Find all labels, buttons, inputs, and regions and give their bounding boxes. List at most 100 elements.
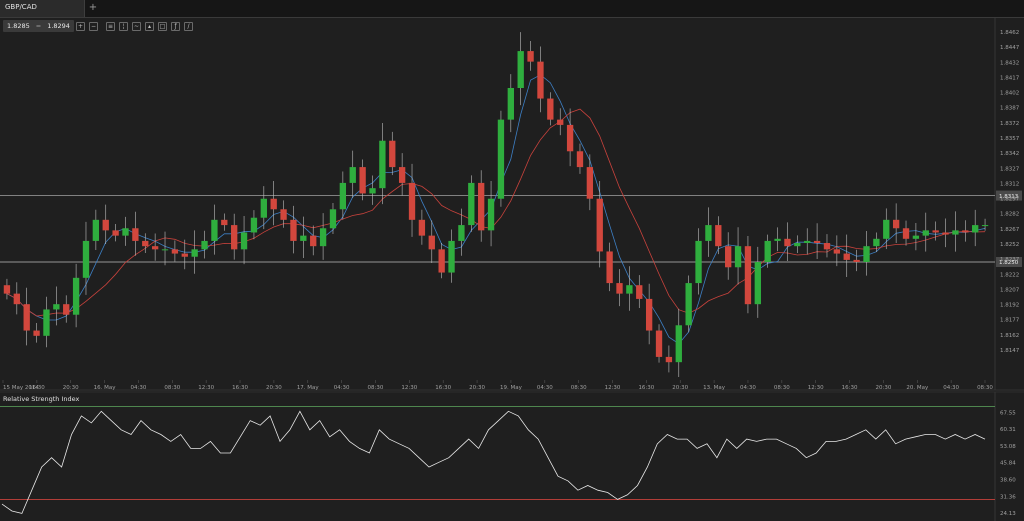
candle-body: [369, 188, 376, 194]
time-tick-label: 04:30: [537, 385, 553, 391]
candle-body: [645, 298, 653, 331]
horizontal-lines: 1.8313 1.8250: [0, 190, 1022, 267]
ma-slow-line: [6, 108, 986, 317]
candle-body: [122, 228, 129, 236]
line-icon[interactable]: ~: [132, 22, 141, 31]
time-tick-label: 08:30: [164, 385, 180, 391]
candle-body: [329, 209, 337, 229]
time-tick-label: 20:30: [266, 385, 282, 391]
candle-body: [23, 304, 30, 331]
candle-body: [142, 240, 149, 247]
candle-body: [438, 249, 445, 273]
candle-body: [260, 198, 267, 218]
candle-body: [53, 304, 60, 310]
candle-body: [833, 249, 841, 254]
price-tick-label: 1.8357: [1000, 136, 1020, 142]
candle-body: [576, 151, 584, 168]
time-tick-label: 16:30: [435, 385, 451, 391]
candle-body: [250, 217, 258, 233]
time-tick-label: 20:30: [875, 385, 891, 391]
price-level-label: 1.8313: [999, 194, 1019, 200]
time-tick-label: 08:30: [774, 385, 790, 391]
candle-body: [695, 240, 702, 284]
add-tab-button[interactable]: +: [88, 2, 98, 13]
price-tick-label: 1.8312: [1000, 181, 1019, 187]
candle-body: [725, 246, 732, 268]
time-tick-label: 08:30: [368, 385, 384, 391]
tab-gbpcad[interactable]: GBP/CAD: [0, 0, 85, 17]
price-tick-label: 1.8297: [1000, 197, 1020, 203]
rsi-tick-label: 38.60: [1000, 477, 1016, 483]
candles-icon[interactable]: ¦: [119, 22, 128, 31]
rsi-tick-label: 45.84: [1000, 461, 1016, 467]
price-tick-label: 1.8207: [1000, 287, 1020, 293]
price-level-badge: [996, 190, 1022, 201]
price-tick-label: 1.8447: [1000, 45, 1020, 51]
candle-body: [754, 262, 761, 305]
candle-body: [478, 182, 485, 231]
candle-body: [389, 140, 396, 168]
candle-body: [616, 283, 623, 294]
candle-body: [715, 225, 722, 247]
indicators-icon[interactable]: ƒ: [171, 22, 180, 31]
candle-body: [517, 51, 524, 88]
drawing-icon[interactable]: /: [184, 22, 193, 31]
price-tick-label: 1.8342: [1000, 151, 1019, 157]
price-tick-label: 1.8402: [1000, 91, 1019, 97]
rsi-panel: Relative Strength Index 67.55 60.31 53.08 4…: [0, 395, 1016, 517]
candle-body: [922, 230, 929, 236]
candle-body: [705, 225, 712, 241]
price-tick-label: 1.8177: [1000, 318, 1020, 324]
candle-body: [132, 228, 139, 241]
candle-body: [547, 98, 554, 120]
area-icon[interactable]: ▴: [145, 22, 154, 31]
candle-body: [843, 253, 850, 260]
candle-body: [566, 124, 574, 152]
chart-toolbar: 1.8285 = 1.8294 + − ≡ ¦ ~ ▴ □ ƒ /: [0, 18, 990, 36]
candle-body: [912, 235, 920, 239]
zoom-in-icon[interactable]: +: [76, 22, 85, 31]
candle-body: [932, 230, 939, 233]
candle-body: [804, 240, 811, 244]
price-level-badge: [996, 257, 1022, 267]
candles: [3, 32, 989, 377]
price-tick-label: 1.8237: [1000, 257, 1020, 263]
candle-body: [72, 277, 80, 315]
price-tick-label: 1.8372: [1000, 121, 1019, 127]
candle-body: [942, 232, 949, 235]
candle-body: [33, 330, 40, 336]
candle-body: [774, 238, 781, 241]
candle-body: [655, 330, 663, 357]
time-tick-label: 16. May: [94, 385, 117, 391]
candle-body: [665, 356, 673, 363]
candle-body: [626, 285, 633, 294]
candle-body: [339, 182, 347, 210]
heikin-icon[interactable]: □: [158, 22, 167, 31]
time-tick-label: 13. May: [703, 385, 726, 391]
time-tick-label: 12:30: [605, 385, 621, 391]
candle-body: [290, 219, 297, 241]
time-tick-label: 04:30: [334, 385, 350, 391]
ma-fast-line: [6, 74, 986, 345]
ask-price: 1.8294: [47, 22, 70, 30]
rsi-tick-label: 67.55: [1000, 410, 1016, 416]
candle-body: [606, 251, 613, 284]
candle-body: [764, 240, 771, 262]
rsi-tick-label: 31.36: [1000, 494, 1016, 500]
candle-body: [181, 253, 188, 257]
zoom-out-icon[interactable]: −: [89, 22, 98, 31]
candle-body: [794, 243, 801, 247]
candle-body: [408, 182, 416, 220]
candle-body: [359, 167, 366, 194]
candle-body: [418, 219, 426, 236]
candle-body: [537, 61, 544, 99]
candle-body: [43, 309, 50, 336]
candle-body: [962, 230, 969, 233]
candle-body: [82, 240, 90, 278]
price-tick-label: 1.8147: [1000, 348, 1020, 354]
candle-body: [102, 219, 109, 231]
bars-icon[interactable]: ≡: [106, 22, 115, 31]
price-tick-label: 1.8282: [1000, 212, 1019, 218]
